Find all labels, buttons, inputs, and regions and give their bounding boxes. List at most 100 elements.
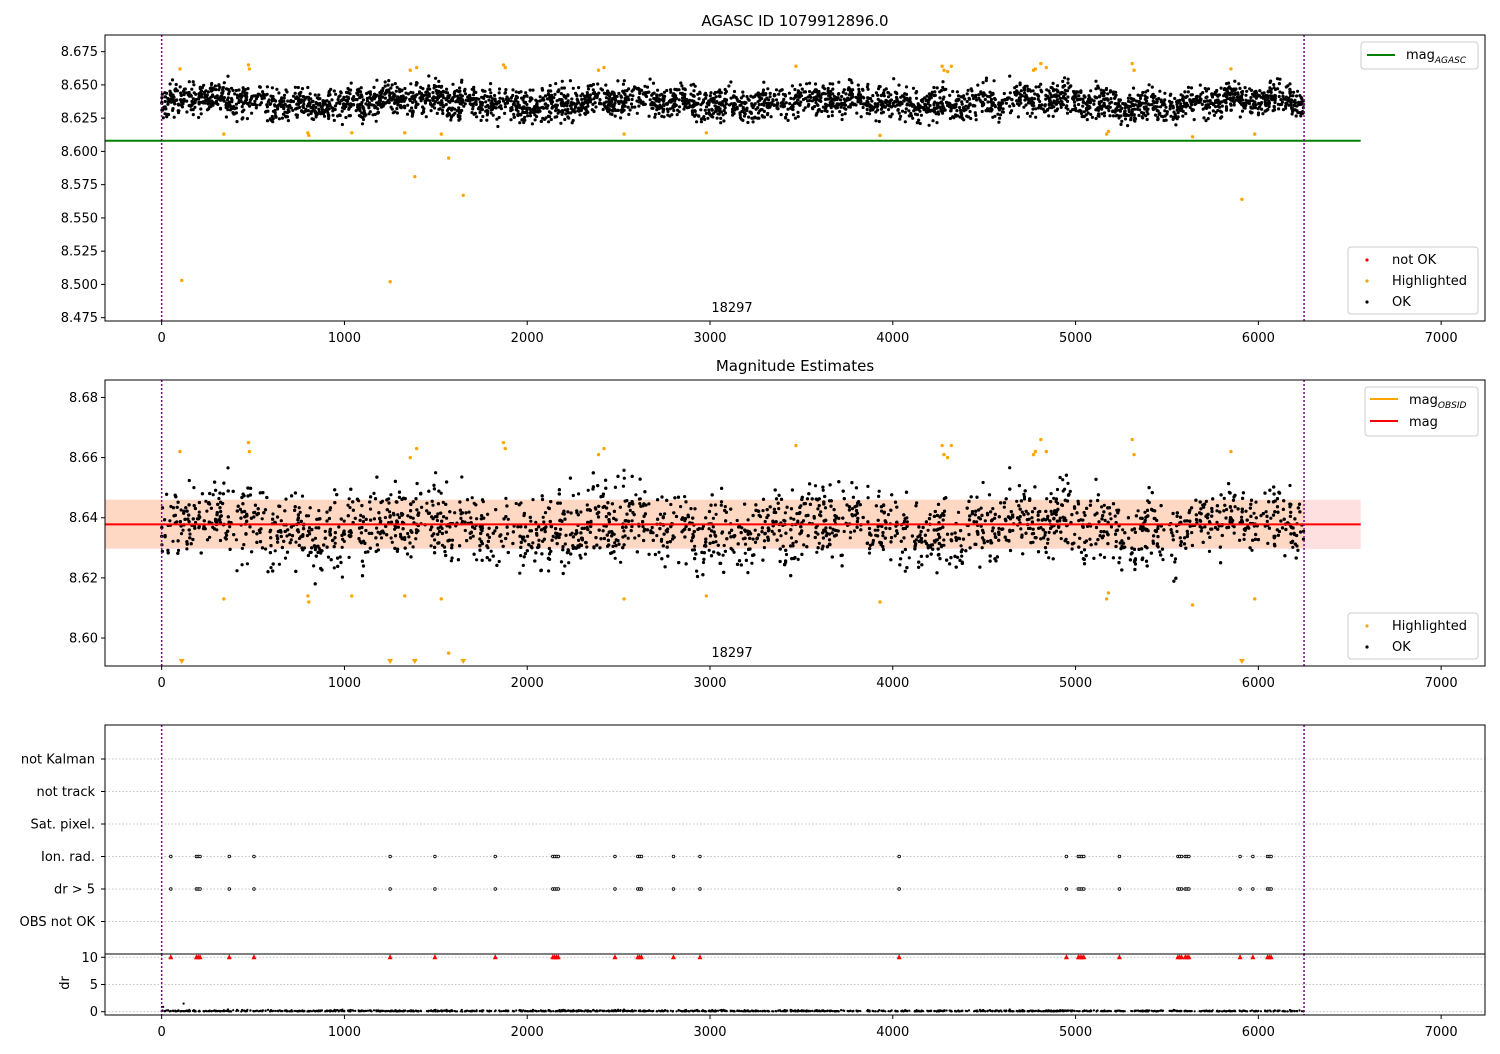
ok-point: [660, 106, 663, 109]
ok-point: [828, 98, 831, 101]
ok-point: [1073, 101, 1076, 104]
ok-point: [374, 106, 377, 109]
ok-point: [481, 115, 484, 118]
ok-point: [1181, 99, 1184, 102]
highlighted-point: [597, 69, 600, 72]
ok-point: [1221, 105, 1224, 108]
ok-point: [389, 86, 392, 89]
ok-point: [406, 104, 409, 107]
ok-point: [192, 83, 195, 86]
ok-point: [866, 108, 869, 111]
ok-point: [1244, 86, 1247, 89]
ok-point: [790, 106, 793, 109]
ok-point: [1055, 103, 1058, 106]
ok-point: [236, 94, 239, 97]
ok-point: [1258, 89, 1261, 92]
ok-point: [201, 86, 204, 89]
ok-point: [1132, 98, 1135, 101]
ok-point: [515, 90, 518, 93]
ok-point: [605, 92, 608, 95]
ok-point: [1086, 118, 1089, 121]
ok-point: [1151, 86, 1154, 89]
ok-point: [1219, 110, 1222, 113]
ok-point: [652, 82, 655, 85]
ok-point: [772, 99, 775, 102]
ok-point: [445, 88, 448, 91]
highlighted-point: [1107, 130, 1110, 133]
ok-point: [955, 99, 958, 102]
ok-point: [631, 98, 634, 101]
ok-point: [542, 96, 545, 99]
ok-point: [455, 89, 458, 92]
ok-point: [192, 80, 195, 83]
ok-point: [1037, 98, 1040, 101]
ok-point: [683, 87, 686, 90]
ok-point: [200, 112, 203, 115]
ok-point: [614, 115, 617, 118]
ok-point: [887, 108, 890, 111]
ok-point: [1124, 117, 1127, 120]
ok-point: [194, 99, 197, 102]
ok-point: [478, 111, 481, 114]
ok-point: [248, 101, 251, 104]
ok-point: [762, 81, 765, 84]
highlighted-point: [1039, 62, 1042, 65]
ok-point: [770, 115, 773, 118]
ok-point: [1278, 82, 1281, 85]
ok-point: [1289, 100, 1292, 103]
x-tick-label: 6000: [1242, 331, 1275, 346]
ok-point: [989, 107, 992, 110]
ok-point: [584, 113, 587, 116]
ok-point: [718, 95, 721, 98]
ok-point: [1121, 102, 1124, 105]
ok-point: [914, 113, 917, 116]
ok-point: [1133, 120, 1136, 123]
ok-point: [1207, 117, 1210, 120]
ok-point: [799, 91, 802, 94]
ok-point: [549, 89, 552, 92]
ok-point: [1156, 105, 1159, 108]
ok-point: [403, 87, 406, 90]
ok-point: [421, 112, 424, 115]
ok-point: [271, 99, 274, 102]
ok-point: [333, 89, 336, 92]
ok-point: [1069, 85, 1072, 88]
ok-point: [802, 98, 805, 101]
ok-point: [634, 86, 637, 89]
ok-point: [459, 97, 462, 100]
ok-point: [1232, 87, 1235, 90]
ok-point: [229, 108, 232, 111]
ok-point: [752, 96, 755, 99]
ok-point: [222, 86, 225, 89]
ok-point: [1089, 89, 1092, 92]
ok-point: [1019, 102, 1022, 105]
highlighted-point: [307, 134, 310, 137]
ok-point: [1083, 94, 1086, 97]
ok-point: [1137, 114, 1140, 117]
ok-point: [1119, 123, 1122, 126]
ok-point: [1261, 112, 1264, 115]
ok-point: [280, 98, 283, 101]
ok-point: [1169, 105, 1172, 108]
ok-point: [1203, 100, 1206, 103]
ok-point: [576, 100, 579, 103]
ok-point: [1008, 96, 1011, 99]
ok-point: [250, 112, 253, 115]
ok-point: [905, 107, 908, 110]
ok-point: [729, 80, 732, 83]
ok-point: [743, 102, 746, 105]
ok-point: [591, 103, 594, 106]
ok-point: [524, 91, 527, 94]
ok-point: [720, 103, 723, 106]
ok-point: [1096, 106, 1099, 109]
ok-point: [1155, 98, 1158, 101]
ok-point: [543, 118, 546, 121]
ok-point: [392, 95, 395, 98]
highlighted-point: [388, 280, 391, 283]
ok-point: [523, 107, 526, 110]
ok-point: [1264, 100, 1267, 103]
x-tick-label: 7000: [1425, 676, 1458, 691]
ok-point: [420, 99, 423, 102]
ok-point: [515, 95, 518, 98]
ok-point: [742, 106, 745, 109]
